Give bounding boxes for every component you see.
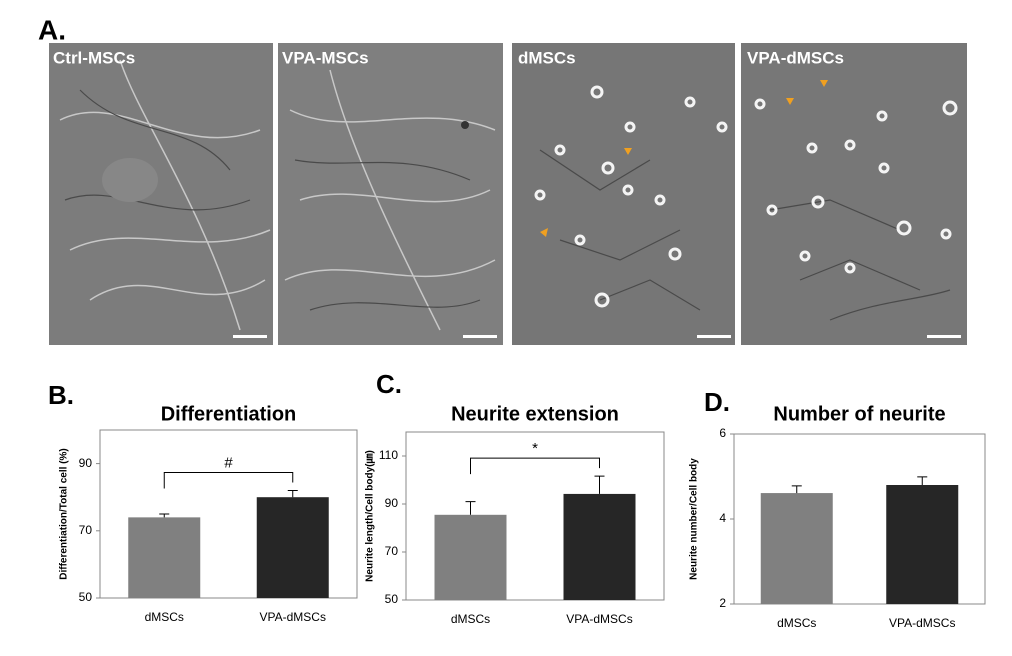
y-tick-label: 50: [385, 592, 399, 606]
panel-label: B.: [48, 380, 74, 410]
micrograph: Ctrl-MSCs: [49, 43, 273, 345]
image-label: VPA-MSCs: [282, 48, 369, 67]
y-axis-label: Neurite length/Cell body(㎛): [365, 450, 376, 582]
chart-title: Number of neurite: [773, 403, 945, 425]
image-label: Ctrl-MSCs: [53, 48, 135, 67]
bar: [563, 493, 636, 600]
error-bar: [159, 513, 170, 518]
error-bar: [287, 489, 298, 498]
error-bar: [917, 476, 928, 485]
x-tick-label: VPA-dMSCs: [566, 612, 632, 626]
panel-label: D.: [704, 387, 730, 417]
x-tick-label: dMSCs: [777, 616, 816, 630]
error-bar: [465, 501, 476, 515]
x-tick-label: dMSCs: [145, 610, 184, 624]
micrograph: VPA-MSCs: [278, 43, 503, 345]
image-label: dMSCs: [518, 48, 576, 67]
bar: [434, 514, 507, 600]
x-tick-label: VPA-dMSCs: [260, 610, 326, 624]
error-bar: [594, 475, 605, 494]
error-bar: [791, 485, 802, 494]
bar: [128, 517, 201, 598]
x-tick-label: dMSCs: [451, 612, 490, 626]
y-tick-label: 50: [79, 590, 93, 604]
significance-bracket: [470, 457, 600, 475]
plot-frame: [405, 431, 665, 601]
plot-frame: [99, 429, 358, 599]
bar: [256, 497, 329, 598]
panel-label: C.: [376, 369, 402, 399]
micrograph: dMSCs: [512, 43, 735, 345]
panel-label: A.: [38, 14, 66, 45]
y-tick-label: 70: [79, 523, 93, 537]
y-tick-label: 6: [719, 426, 726, 440]
chart-title: Neurite extension: [451, 403, 619, 425]
chart-title: Differentiation: [161, 403, 297, 425]
bar: [760, 493, 833, 604]
y-tick-label: 90: [79, 456, 93, 470]
y-tick-label: 110: [379, 448, 398, 462]
significance-mark: *: [532, 440, 538, 457]
x-tick-label: VPA-dMSCs: [889, 616, 955, 630]
image-label: VPA-dMSCs: [747, 48, 844, 67]
y-tick-label: 70: [385, 544, 399, 558]
y-tick-label: 90: [385, 496, 399, 510]
significance-mark: #: [224, 454, 233, 471]
significance-bracket: [163, 471, 294, 489]
micrograph: VPA-dMSCs: [741, 43, 967, 345]
y-axis-label: Differentiation/Total cell (%): [59, 448, 70, 580]
y-tick-label: 2: [719, 596, 726, 610]
y-tick-label: 4: [719, 511, 726, 525]
bar: [886, 485, 959, 604]
y-axis-label: Neurite number/Cell body: [689, 458, 700, 580]
